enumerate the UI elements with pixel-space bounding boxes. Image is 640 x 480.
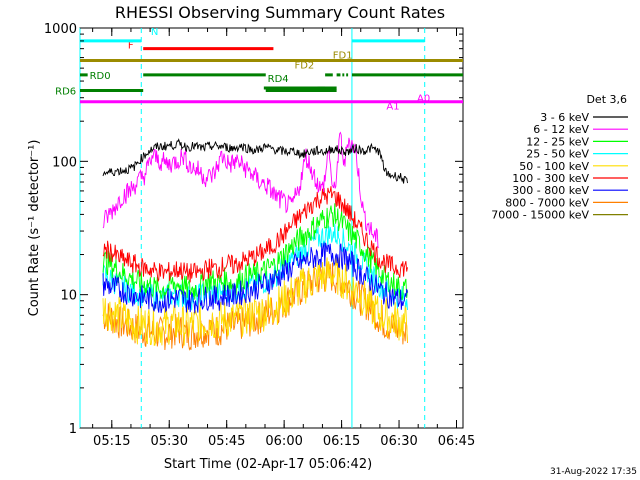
legend-entry-label: 25 - 50 keV — [526, 148, 589, 161]
legend-entry-label: 50 - 100 keV — [519, 160, 589, 173]
state-label-a0: A0 — [417, 94, 430, 105]
legend-entry-label: 7000 - 15000 keV — [491, 209, 589, 222]
series-line-50-100kev — [102, 256, 408, 346]
legend-entry-label: 6 - 12 keV — [533, 123, 589, 136]
series-line-300-800kev — [102, 242, 408, 314]
y-tick-label: 10 — [60, 289, 77, 304]
legend-entry-label: 800 - 7000 keV — [505, 196, 589, 209]
x-axis: 05:15 05:30 05:45 06:00 06:15 06:30 06:45 — [92, 28, 475, 449]
series-line-12-25kev — [102, 203, 408, 300]
state-label-f: F — [128, 41, 134, 52]
legend-entry-label: 12 - 25 keV — [526, 135, 589, 148]
y-axis: 1 10 100 1000 — [44, 22, 463, 437]
series-line-3-6kev — [102, 138, 408, 184]
state-label-a1: A1 — [386, 102, 399, 113]
y-axis-label: Count Rate (s⁻¹ detector⁻¹) — [27, 140, 42, 317]
series-line-6-12kev — [102, 131, 379, 249]
footer-date: 31-Aug-2022 17:35 — [550, 467, 637, 477]
x-tick-label: 06:15 — [323, 434, 360, 449]
series-line-100-300kev — [102, 186, 408, 283]
x-tick-label: 05:45 — [208, 434, 245, 449]
chart-title: RHESSI Observing Summary Count Rates — [115, 3, 445, 22]
y-tick-label: 1 — [69, 422, 77, 437]
state-label-fd2: FD2 — [294, 61, 314, 72]
x-tick-label: 06:30 — [380, 434, 417, 449]
legend-entry-label: 100 - 300 keV — [512, 172, 589, 185]
state-label-rd6: RD6 — [55, 86, 76, 97]
x-tick-label: 06:00 — [265, 434, 302, 449]
legend-entry-label: 300 - 800 keV — [512, 184, 589, 197]
y-tick-label: 100 — [52, 155, 77, 170]
legend-entry-label: 3 - 6 keV — [540, 111, 589, 124]
state-label-rd0: RD0 — [90, 71, 111, 82]
state-label-rd4: RD4 — [268, 74, 289, 85]
x-tick-label: 05:30 — [151, 434, 188, 449]
x-tick-label: 06:45 — [438, 434, 475, 449]
plot-area: F N FD1 FD2 RD0 RD4 RD6 A1 A0 — [55, 27, 463, 428]
x-axis-label: Start Time (02-Apr-17 05:06:42) — [164, 457, 372, 472]
state-label-fd1: FD1 — [333, 51, 353, 62]
legend-title: Det 3,6 — [586, 93, 627, 106]
y-tick-label: 1000 — [44, 22, 77, 37]
x-tick-label: 05:15 — [93, 434, 130, 449]
state-label-n: N — [151, 27, 158, 38]
